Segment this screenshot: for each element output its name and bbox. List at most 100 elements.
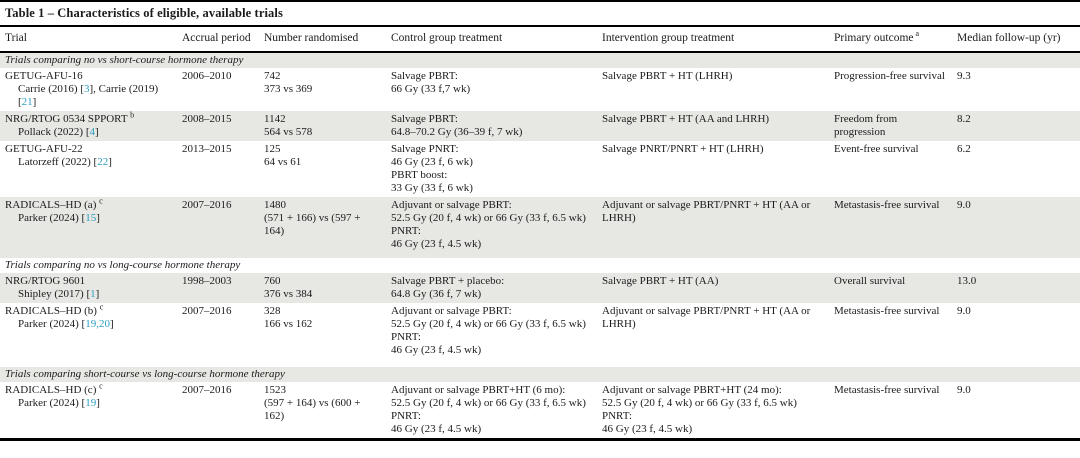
number-randomised-cell: 1142 564 vs 578 bbox=[264, 113, 313, 138]
column-header-primary-outcome: Primary outcome a bbox=[832, 27, 955, 53]
trial-citation: Carrie (2016) [3], Carrie (2019) [21] bbox=[18, 83, 159, 108]
section-label: Trials comparing short-course vs long-co… bbox=[5, 368, 285, 380]
trial-cell: RADICALS–HD (b) c Parker (2024) [19,20] bbox=[0, 303, 180, 367]
intervention-treatment-cell: Adjuvant or salvage PBRT/PNRT + HT (AA o… bbox=[602, 305, 811, 330]
accrual-period-cell: 2008–2015 bbox=[182, 113, 232, 125]
citation-ref-link[interactable]: 1 bbox=[90, 288, 96, 300]
trial-cell: GETUG-AFU-16 Carrie (2016) [3], Carrie (2… bbox=[0, 68, 180, 111]
number-randomised-cell: 1523 (597 + 164) vs (600 + 162) bbox=[264, 384, 361, 422]
trial-name: GETUG-AFU-16 bbox=[5, 70, 83, 82]
trial-name: RADICALS–HD (a) c bbox=[5, 196, 103, 211]
trial-name: GETUG-AFU-22 bbox=[5, 143, 83, 155]
section-row: Trials comparing short-course vs long-co… bbox=[0, 367, 1080, 382]
trial-citation: Shipley (2017) [1] bbox=[18, 288, 100, 300]
accrual-period-cell: 2006–2010 bbox=[182, 70, 232, 82]
trial-row: NRG/RTOG 9601 Shipley (2017) [1] 1998–2003… bbox=[0, 273, 1080, 303]
table-header: Trial Accrual period Number randomised C… bbox=[0, 27, 1080, 53]
trial-cell: RADICALS–HD (a) c Parker (2024) [15] bbox=[0, 197, 180, 258]
median-followup-cell: 13.0 bbox=[957, 275, 977, 287]
footnote-marker: c bbox=[99, 381, 103, 391]
control-treatment-cell: Adjuvant or salvage PBRT: 52.5 Gy (20 f,… bbox=[391, 305, 586, 356]
column-header-control-group: Control group treatment bbox=[389, 27, 600, 53]
control-treatment-cell: Salvage PBRT: 66 Gy (33 f,7 wk) bbox=[391, 70, 471, 95]
control-treatment-cell: Adjuvant or salvage PBRT: 52.5 Gy (20 f,… bbox=[391, 199, 586, 250]
column-header-number-randomised: Number randomised bbox=[262, 27, 389, 53]
column-header-median-followup: Median follow-up (yr) bbox=[955, 27, 1080, 53]
primary-outcome-cell: Overall survival bbox=[834, 275, 906, 287]
accrual-period-cell: 2007–2016 bbox=[182, 305, 232, 317]
citation-ref-link[interactable]: 15 bbox=[85, 212, 97, 224]
rule-top bbox=[0, 0, 1080, 2]
trial-name: RADICALS–HD (b) c bbox=[5, 302, 104, 317]
trial-citation: Pollack (2022) [4] bbox=[18, 126, 99, 138]
intervention-treatment-cell: Salvage PBRT + HT (LHRH) bbox=[602, 70, 733, 82]
trial-citation: Latorzeff (2022) [22] bbox=[18, 156, 112, 168]
trial-citation: Parker (2024) [19] bbox=[18, 397, 100, 409]
intervention-treatment-cell: Salvage PBRT + HT (AA and LHRH) bbox=[602, 113, 770, 125]
number-randomised-cell: 125 64 vs 61 bbox=[264, 143, 302, 168]
footnote-marker: b bbox=[130, 110, 135, 120]
trial-citation: Parker (2024) [15] bbox=[18, 212, 100, 224]
median-followup-cell: 9.0 bbox=[957, 384, 971, 396]
section-label: Trials comparing no vs short-course horm… bbox=[5, 54, 244, 66]
trial-cell: NRG/RTOG 9601 Shipley (2017) [1] bbox=[0, 273, 180, 303]
number-randomised-cell: 742 373 vs 369 bbox=[264, 70, 313, 95]
accrual-period-cell: 2007–2016 bbox=[182, 384, 232, 396]
table-title: Table 1 – Characteristics of eligible, a… bbox=[5, 6, 283, 20]
trial-row: RADICALS–HD (b) c Parker (2024) [19,20] 20… bbox=[0, 303, 1080, 367]
trial-name: NRG/RTOG 9601 bbox=[5, 275, 86, 287]
control-treatment-cell: Salvage PBRT: 64.8–70.2 Gy (36–39 f, 7 w… bbox=[391, 113, 523, 138]
primary-outcome-cell: Progression-free survival bbox=[834, 70, 945, 82]
column-header-accrual-period: Accrual period bbox=[180, 27, 262, 53]
trial-row: RADICALS–HD (a) c Parker (2024) [15] 2007–… bbox=[0, 197, 1080, 258]
citation-ref-link[interactable]: 3 bbox=[83, 83, 90, 95]
citation-ref-link[interactable]: 19,20 bbox=[85, 318, 110, 330]
primary-outcome-cell: Metastasis-free survival bbox=[834, 384, 940, 396]
number-randomised-cell: 328 166 vs 162 bbox=[264, 305, 313, 330]
footnote-marker: a bbox=[915, 29, 920, 39]
median-followup-cell: 6.2 bbox=[957, 143, 971, 155]
intervention-treatment-cell: Adjuvant or salvage PBRT/PNRT + HT (AA o… bbox=[602, 199, 811, 224]
trial-cell: RADICALS–HD (c) c Parker (2024) [19] bbox=[0, 382, 180, 438]
median-followup-cell: 9.0 bbox=[957, 305, 971, 317]
trial-name: RADICALS–HD (c) c bbox=[5, 381, 103, 396]
header-row: Trial Accrual period Number randomised C… bbox=[0, 27, 1080, 53]
trials-table: Trial Accrual period Number randomised C… bbox=[0, 27, 1080, 438]
median-followup-cell: 9.3 bbox=[957, 70, 971, 82]
citation-ref-link[interactable]: 21 bbox=[21, 96, 33, 108]
intervention-treatment-cell: Salvage PBRT + HT (AA) bbox=[602, 275, 719, 287]
citation-ref-link[interactable]: 4 bbox=[89, 126, 96, 138]
control-treatment-cell: Adjuvant or salvage PBRT+HT (6 mo): 52.5… bbox=[391, 384, 586, 435]
trial-name: NRG/RTOG 0534 SPPORT b bbox=[5, 110, 135, 125]
intervention-treatment-cell: Salvage PNRT/PNRT + HT (LHRH) bbox=[602, 143, 764, 155]
footnote-marker: c bbox=[99, 196, 103, 206]
number-randomised-cell: 760 376 vs 384 bbox=[264, 275, 313, 300]
rule-bottom bbox=[0, 438, 1080, 441]
trial-row: RADICALS–HD (c) c Parker (2024) [19] 2007–… bbox=[0, 382, 1080, 438]
primary-outcome-cell: Metastasis-free survival bbox=[834, 199, 940, 211]
trial-cell: GETUG-AFU-22 Latorzeff (2022) [22] bbox=[0, 141, 180, 197]
section-label: Trials comparing no vs long-course hormo… bbox=[5, 259, 241, 271]
citation-ref-link[interactable]: 19 bbox=[85, 397, 97, 409]
accrual-period-cell: 1998–2003 bbox=[182, 275, 232, 287]
number-randomised-cell: 1480 (571 + 166) vs (597 + 164) bbox=[264, 199, 361, 237]
column-header-intervention-group: Intervention group treatment bbox=[600, 27, 832, 53]
column-header-trial: Trial bbox=[0, 27, 180, 53]
trial-row: GETUG-AFU-22 Latorzeff (2022) [22] 2013–20… bbox=[0, 141, 1080, 197]
primary-outcome-cell: Event-free survival bbox=[834, 143, 919, 155]
rule-under-title bbox=[0, 25, 1080, 27]
trial-row: NRG/RTOG 0534 SPPORT b Pollack (2022) [4]… bbox=[0, 111, 1080, 141]
primary-outcome-cell: Metastasis-free survival bbox=[834, 305, 940, 317]
table-body: Trials comparing no vs short-course horm… bbox=[0, 52, 1080, 438]
accrual-period-cell: 2007–2016 bbox=[182, 199, 232, 211]
citation-ref-link[interactable]: 22 bbox=[97, 156, 109, 168]
control-treatment-cell: Salvage PNRT: 46 Gy (23 f, 6 wk) PBRT bo… bbox=[391, 143, 473, 194]
section-row: Trials comparing no vs short-course horm… bbox=[0, 52, 1080, 68]
section-row: Trials comparing no vs long-course hormo… bbox=[0, 258, 1080, 273]
primary-outcome-cell: Freedom from progression bbox=[834, 113, 898, 138]
median-followup-cell: 8.2 bbox=[957, 113, 971, 125]
trial-cell: NRG/RTOG 0534 SPPORT b Pollack (2022) [4] bbox=[0, 111, 180, 141]
median-followup-cell: 9.0 bbox=[957, 199, 971, 211]
footnote-marker: c bbox=[99, 302, 104, 312]
